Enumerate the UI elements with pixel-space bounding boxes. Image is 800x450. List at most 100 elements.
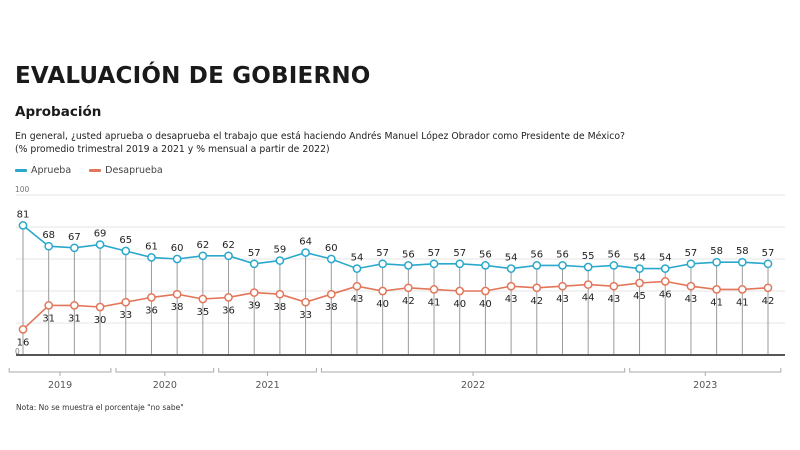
label-desaprueba-2023-01: 45 — [633, 291, 646, 302]
year-bracket-2019: 2019 — [8, 368, 112, 391]
label-desaprueba-2019-T1: 16 — [17, 337, 30, 348]
point-aprueba-2022-11 — [583, 262, 593, 272]
label-desaprueba-2019-T3: 31 — [68, 313, 81, 324]
legend-label-aprueba: Aprueba — [31, 165, 72, 176]
label-desaprueba-2022-11: 44 — [582, 293, 595, 304]
point-desaprueba-2023-05 — [737, 285, 747, 294]
point-aprueba-2023-06 — [763, 259, 773, 269]
label-aprueba-2020-T2: 61 — [145, 241, 158, 252]
point-aprueba-2022-05 — [429, 259, 439, 269]
point-desaprueba-2022-12 — [609, 281, 619, 291]
year-label-2019: 2019 — [48, 380, 72, 391]
bracket-line-2020 — [115, 368, 215, 373]
legend-swatch-desaprueba — [89, 169, 102, 172]
point-desaprueba-2023-02 — [660, 277, 670, 286]
point-desaprueba-2022-04 — [403, 283, 413, 293]
legend: Aprueba Desaprueba — [15, 165, 163, 176]
point-aprueba-2022-10 — [558, 261, 567, 270]
point-desaprueba-2019-T1 — [18, 325, 28, 334]
point-desaprueba-2023-03 — [686, 281, 696, 291]
legend-item-aprueba: Aprueba — [15, 165, 71, 176]
y-tick-label-100: 100 — [15, 185, 30, 194]
label-desaprueba-2022-06: 40 — [453, 299, 466, 310]
point-aprueba-2023-02 — [660, 264, 670, 273]
line-chart: 0 100 81 68 67 69 65 61 60 62 62 57 59 64 60 54 57 56 57 5… — [8, 185, 785, 391]
label-desaprueba-2022-01: 38 — [325, 302, 338, 313]
point-aprueba-2020-T4 — [198, 251, 208, 261]
year-bracket-2020: 2020 — [115, 368, 215, 391]
point-aprueba-2023-05 — [737, 257, 747, 267]
legend-swatch-aprueba — [15, 169, 27, 172]
label-desaprueba-2020-T3: 38 — [171, 302, 184, 313]
point-desaprueba-2019-T2 — [44, 301, 54, 310]
chart-title: EVALUACIÓN DE GOBIERNO — [15, 63, 371, 89]
label-aprueba-2023-06: 57 — [762, 248, 775, 259]
label-desaprueba-2022-10: 43 — [556, 294, 569, 305]
point-desaprueba-2020-T3 — [172, 289, 182, 299]
survey-question-block: En general, ¿usted aprueba o desaprueba … — [15, 130, 625, 156]
label-desaprueba-2023-03: 43 — [685, 294, 698, 305]
bracket-line-2022 — [320, 368, 626, 373]
label-aprueba-2022-04: 56 — [402, 249, 415, 260]
label-aprueba-2022-05: 57 — [428, 248, 441, 259]
legend-item-desaprueba: Desaprueba — [89, 165, 163, 176]
label-aprueba-2023-05: 58 — [736, 246, 749, 257]
label-desaprueba-2022-05: 41 — [428, 297, 441, 308]
point-aprueba-2020-T3 — [172, 254, 182, 264]
year-label-2022: 2022 — [461, 380, 485, 391]
point-desaprueba-2022-03 — [378, 286, 388, 296]
label-aprueba-2023-02: 54 — [659, 253, 672, 264]
point-aprueba-2019-T1 — [18, 221, 28, 230]
year-bracket-2022: 2022 — [320, 368, 626, 391]
label-aprueba-2022-07: 56 — [479, 249, 492, 260]
point-desaprueba-2022-06 — [455, 286, 465, 296]
footnote: Nota: No se muestra el porcentaje "no sa… — [16, 403, 184, 412]
point-aprueba-2019-T2 — [44, 241, 54, 251]
label-aprueba-2021-T1: 62 — [222, 240, 235, 251]
point-aprueba-2022-08 — [506, 264, 516, 273]
label-aprueba-2022-12: 56 — [607, 249, 620, 260]
label-desaprueba-2023-06: 42 — [762, 296, 775, 307]
label-aprueba-2022-08: 54 — [505, 253, 518, 264]
label-aprueba-2023-03: 57 — [685, 248, 698, 259]
point-aprueba-2021-T1 — [224, 251, 233, 261]
label-desaprueba-2019-T2: 31 — [42, 313, 55, 324]
point-aprueba-2023-04 — [712, 257, 721, 267]
y-tick-label-0: 0 — [15, 347, 20, 356]
line-desaprueba — [22, 280, 769, 330]
point-desaprueba-2022-05 — [429, 285, 439, 294]
label-aprueba-2019-T1: 81 — [17, 209, 30, 220]
label-aprueba-2020-T1: 65 — [119, 235, 132, 246]
label-aprueba-2019-T3: 67 — [68, 232, 81, 243]
label-aprueba-2022-10: 56 — [556, 249, 569, 260]
point-aprueba-2020-T1 — [121, 246, 131, 256]
point-desaprueba-2021-T4 — [301, 297, 310, 307]
point-aprueba-2022-02 — [352, 264, 362, 273]
label-aprueba-2021-T4: 64 — [299, 237, 312, 248]
label-desaprueba-2021-T2: 39 — [248, 301, 261, 312]
methodology-note: (% promedio trimestral 2019 a 2021 y % m… — [15, 144, 330, 155]
label-desaprueba-2021-T3: 38 — [274, 302, 287, 313]
label-desaprueba-2022-08: 43 — [505, 294, 518, 305]
label-desaprueba-2022-04: 42 — [402, 296, 415, 307]
label-aprueba-2022-06: 57 — [453, 248, 466, 259]
point-desaprueba-2023-06 — [763, 283, 773, 293]
point-desaprueba-2021-T3 — [275, 289, 285, 299]
year-groups: 2019 2020 2021 2022 2023 — [8, 368, 782, 391]
label-desaprueba-2019-T4: 30 — [94, 315, 107, 326]
point-aprueba-2022-01 — [326, 254, 336, 264]
point-desaprueba-2022-08 — [506, 281, 516, 291]
label-desaprueba-2021-T1: 36 — [222, 305, 235, 316]
label-desaprueba-2021-T4: 33 — [299, 310, 312, 321]
point-desaprueba-2022-11 — [583, 280, 593, 289]
point-desaprueba-2021-T1 — [224, 293, 233, 302]
label-aprueba-2023-01: 54 — [633, 253, 646, 264]
label-desaprueba-2023-04: 41 — [710, 297, 723, 308]
gridlines: 0 100 — [15, 185, 785, 356]
bracket-line-2023 — [629, 368, 782, 373]
label-aprueba-2020-T3: 60 — [171, 243, 184, 254]
label-desaprueba-2020-T2: 36 — [145, 305, 158, 316]
point-aprueba-2022-04 — [403, 261, 413, 270]
label-aprueba-2021-T3: 59 — [274, 245, 287, 256]
point-aprueba-2021-T2 — [249, 259, 259, 269]
